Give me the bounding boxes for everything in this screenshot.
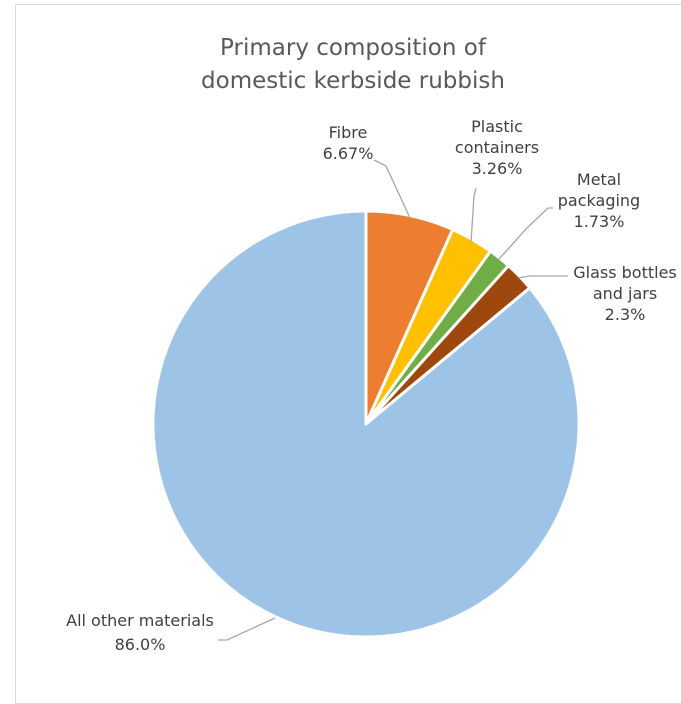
slice-value-label-3: 2.3% — [605, 305, 646, 324]
slice-value-label-1: 3.26% — [472, 159, 523, 178]
chart-title-line-2: domestic kerbside rubbish — [201, 68, 505, 94]
leader-line-3 — [517, 275, 568, 279]
slice-value-label-4: 86.0% — [115, 635, 166, 654]
pie-slice-4 — [151, 209, 581, 639]
slice-label-4: All other materials — [66, 611, 214, 630]
slice-label-3: and jars — [593, 284, 657, 303]
slice-label-2: packaging — [558, 191, 640, 210]
chart-title-line-1: Primary composition of — [220, 35, 487, 61]
pie-slices — [151, 209, 581, 639]
slice-label-1: Plastic — [471, 117, 523, 136]
chart-title: Primary composition of domestic kerbside… — [201, 35, 505, 94]
slice-value-label-0: 6.67% — [323, 144, 374, 163]
leader-line-0 — [373, 159, 411, 219]
slice-label-1: containers — [455, 138, 539, 157]
pie-chart: Primary composition of domestic kerbside… — [66, 35, 677, 654]
slice-label-3: Glass bottles — [573, 263, 677, 282]
data-labels: Fibre 6.67% Plastic containers 3.26% Metal pac… — [66, 117, 677, 654]
slice-label-0: Fibre — [329, 123, 368, 142]
slice-label-2: Metal — [577, 170, 621, 189]
leader-lines — [218, 159, 568, 641]
leader-line-2 — [497, 207, 553, 261]
slice-value-label-2: 1.73% — [574, 212, 625, 231]
leader-line-1 — [470, 187, 477, 242]
leader-line-4 — [218, 617, 276, 641]
